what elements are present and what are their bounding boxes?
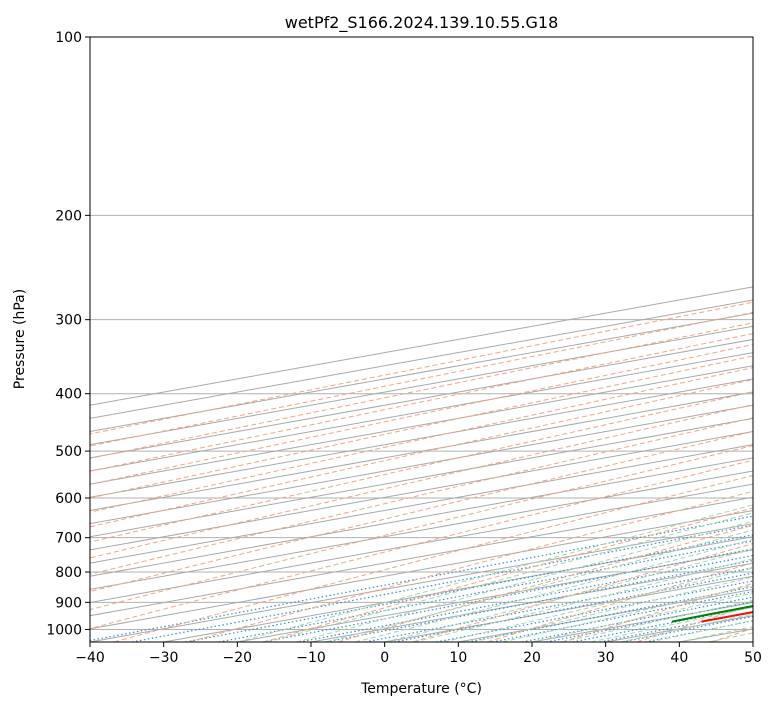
- mixing-ratio-line: [131, 524, 753, 642]
- x-tick-label: −40: [75, 650, 105, 666]
- x-tick-label: 30: [597, 650, 615, 666]
- moist-adiabat-line: [472, 576, 753, 642]
- dry-adiabat-line: [90, 459, 753, 630]
- dry-adiabat-line: [113, 474, 753, 642]
- mixing-ratio-lines: [90, 515, 753, 642]
- isotherm-line: [90, 496, 753, 617]
- isotherm-line: [90, 299, 753, 419]
- dry-adiabats: [90, 301, 753, 642]
- moist-adiabat-line: [266, 512, 753, 642]
- x-tick-label: 20: [523, 650, 541, 666]
- y-tick-label: 700: [55, 531, 82, 547]
- moist-adiabat-line: [325, 529, 753, 642]
- dry-adiabat-line: [90, 355, 753, 499]
- y-tick-label: 100: [55, 30, 82, 46]
- mixing-ratio-line: [90, 515, 753, 642]
- isotherm-line: [90, 444, 753, 564]
- y-tick-label: 300: [55, 313, 82, 329]
- moist-adiabat-line: [414, 558, 753, 642]
- moist-adiabats: [237, 504, 753, 642]
- moist-adiabat-line: [531, 592, 753, 642]
- dry-adiabat-line: [338, 524, 753, 642]
- isotherm-line: [163, 536, 753, 642]
- x-axis-label: Temperature (°C): [360, 681, 482, 697]
- mixing-ratio-line: [185, 534, 753, 642]
- x-tick-label: 40: [670, 650, 688, 666]
- chart-title: wetPf2_S166.2024.139.10.55.G18: [285, 13, 559, 33]
- y-tick-label: 500: [55, 444, 82, 460]
- isotherm-line: [90, 509, 753, 630]
- isotherm-line: [90, 483, 753, 604]
- x-tick-label: −20: [223, 650, 253, 666]
- isotherm-line: [90, 431, 753, 551]
- mixing-ratio-line: [522, 596, 753, 642]
- y-tick-label: 900: [55, 595, 82, 611]
- mixing-ratio-line: [218, 540, 753, 642]
- plot-frame: [89, 36, 754, 643]
- isotherm-line: [90, 325, 753, 446]
- mixing-ratio-line: [325, 559, 753, 642]
- dry-adiabat-line: [90, 445, 753, 611]
- dry-adiabat-line: [263, 507, 753, 642]
- y-tick-label: 800: [55, 565, 82, 581]
- dry-adiabat-line: [487, 562, 753, 642]
- x-tick-label: −30: [149, 650, 179, 666]
- mixing-ratio-line: [436, 580, 753, 642]
- mixing-ratio-line: [467, 586, 753, 642]
- y-tick-label: 400: [55, 387, 82, 403]
- dry-adiabat-line: [90, 404, 753, 559]
- y-axis-label: Pressure (hPa): [12, 289, 28, 389]
- dry-adiabat-line: [90, 379, 753, 528]
- x-tick-label: −10: [296, 650, 326, 666]
- isotherm-line: [90, 457, 753, 577]
- x-tick-label: 10: [449, 650, 467, 666]
- y-tick-label: 1000: [46, 622, 82, 638]
- mixing-ratio-line: [492, 590, 753, 642]
- isotherm-line: [90, 286, 753, 406]
- mixing-ratio-line: [546, 601, 753, 642]
- x-tick-label: 50: [744, 650, 762, 666]
- y-tick-label: 200: [55, 208, 82, 224]
- moist-adiabat-line: [237, 504, 753, 642]
- isotherm-line: [90, 523, 753, 642]
- y-tick-label: 600: [55, 491, 82, 507]
- dry-adiabat-line: [90, 430, 753, 593]
- x-axis-ticks: −40 −30 −20 −10 0 10 20 30 40 50: [75, 642, 762, 666]
- isotherm-line: [90, 470, 753, 590]
- isotherm-line: [90, 312, 753, 433]
- x-tick-label: 0: [380, 650, 389, 666]
- moist-adiabat-line: [355, 538, 753, 642]
- y-axis-ticks: 100 200 300 400 500 600 700 800 900 1000: [46, 30, 90, 638]
